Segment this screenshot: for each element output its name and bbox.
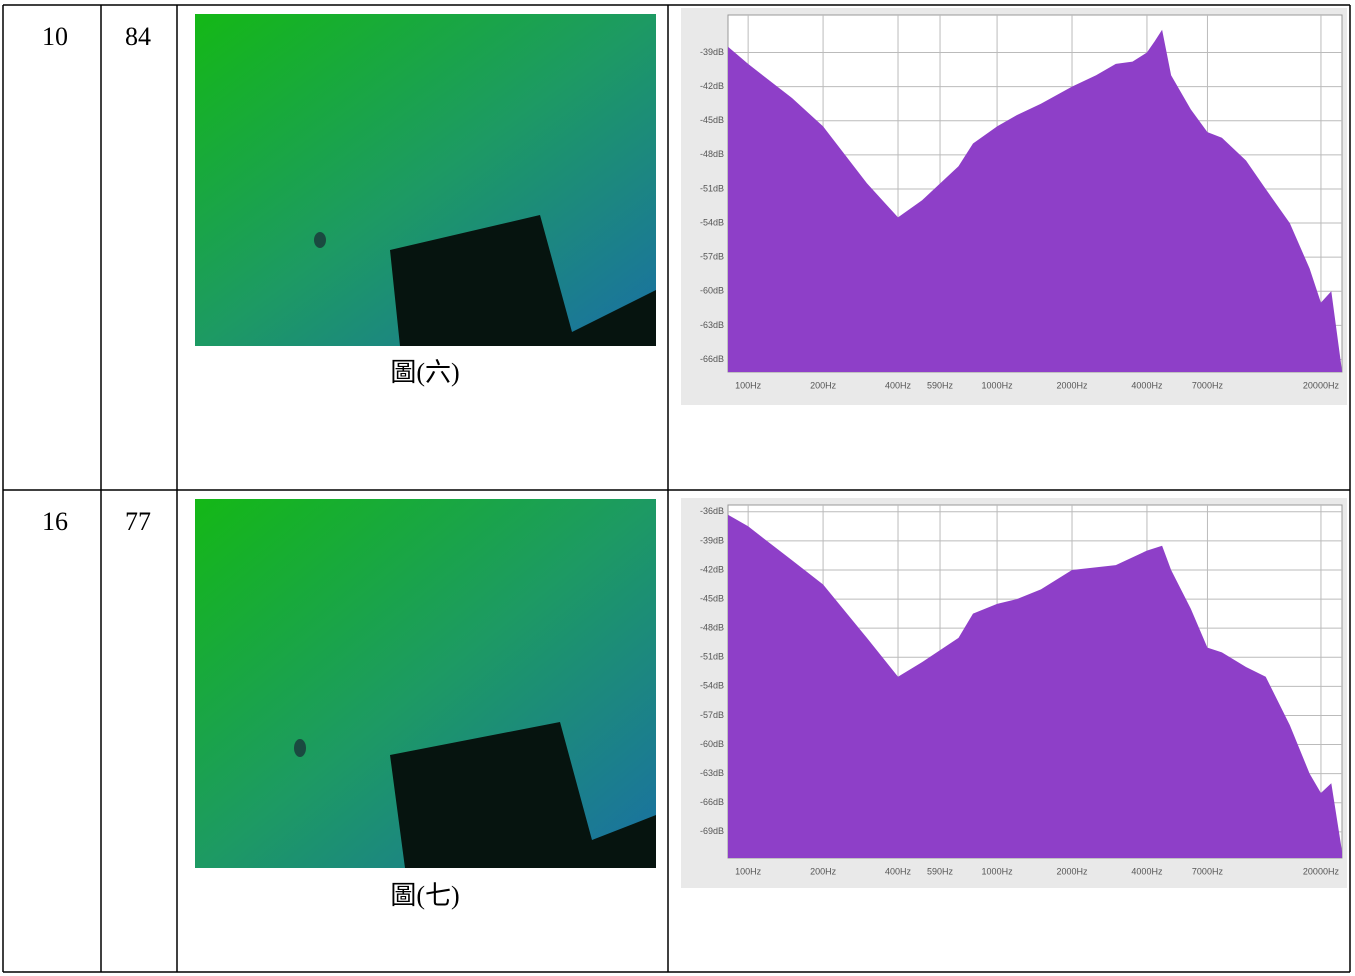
y-tick-label: -51dB bbox=[700, 183, 724, 193]
cell-text: 10 bbox=[42, 22, 68, 51]
cell-text: 16 bbox=[42, 507, 68, 536]
y-tick-label: -60dB bbox=[700, 739, 724, 749]
x-tick-label: 20000Hz bbox=[1303, 866, 1340, 876]
page: 10 84 圖(六) -39dB -42dB -45dB -48dB -51dB -54dB -5… bbox=[0, 0, 1355, 976]
x-tick-label: 1000Hz bbox=[982, 380, 1014, 390]
x-tick-label: 200Hz bbox=[810, 866, 837, 876]
x-tick-label: 200Hz bbox=[810, 380, 837, 390]
x-tick-label: 590Hz bbox=[927, 380, 954, 390]
y-tick-label: -42dB bbox=[700, 81, 724, 91]
caption: 圖(七) bbox=[390, 881, 459, 910]
cell-text: 84 bbox=[125, 22, 151, 51]
y-tick-label: -54dB bbox=[700, 681, 724, 691]
photo bbox=[195, 14, 656, 346]
x-tick-label: 2000Hz bbox=[1056, 380, 1088, 390]
x-tick-label: 100Hz bbox=[735, 380, 762, 390]
x-tick-label: 100Hz bbox=[735, 866, 762, 876]
y-tick-label: -66dB bbox=[700, 354, 724, 364]
x-tick-label: 2000Hz bbox=[1056, 866, 1088, 876]
x-tick-label: 1000Hz bbox=[982, 866, 1014, 876]
x-tick-label: 20000Hz bbox=[1303, 380, 1340, 390]
x-tick-label: 7000Hz bbox=[1192, 380, 1224, 390]
document: 10 84 圖(六) -39dB -42dB -45dB -48dB -51dB -54dB -5… bbox=[0, 0, 1355, 976]
y-tick-label: -63dB bbox=[700, 320, 724, 330]
x-tick-label: 4000Hz bbox=[1131, 866, 1163, 876]
x-tick-label: 7000Hz bbox=[1192, 866, 1224, 876]
x-tick-label: 400Hz bbox=[885, 866, 912, 876]
y-tick-label: -69dB bbox=[700, 826, 724, 836]
y-tick-label: -48dB bbox=[700, 623, 724, 633]
y-tick-label: -57dB bbox=[700, 710, 724, 720]
y-tick-label: -45dB bbox=[700, 115, 724, 125]
x-tick-label: 400Hz bbox=[885, 380, 912, 390]
y-tick-label: -39dB bbox=[700, 535, 724, 545]
y-tick-label: -60dB bbox=[700, 286, 724, 296]
y-tick-label: -42dB bbox=[700, 564, 724, 574]
y-tick-label: -54dB bbox=[700, 217, 724, 227]
y-tick-label: -57dB bbox=[700, 252, 724, 262]
photo bbox=[195, 499, 656, 868]
x-tick-label: 4000Hz bbox=[1131, 380, 1163, 390]
y-tick-label: -66dB bbox=[700, 797, 724, 807]
y-tick-label: -48dB bbox=[700, 149, 724, 159]
caption: 圖(六) bbox=[390, 358, 459, 387]
y-tick-label: -36dB bbox=[700, 506, 724, 516]
y-tick-label: -51dB bbox=[700, 652, 724, 662]
y-tick-label: -39dB bbox=[700, 47, 724, 57]
y-tick-label: -45dB bbox=[700, 593, 724, 603]
y-tick-label: -63dB bbox=[700, 768, 724, 778]
cell-text: 77 bbox=[125, 507, 151, 536]
x-tick-label: 590Hz bbox=[927, 866, 954, 876]
